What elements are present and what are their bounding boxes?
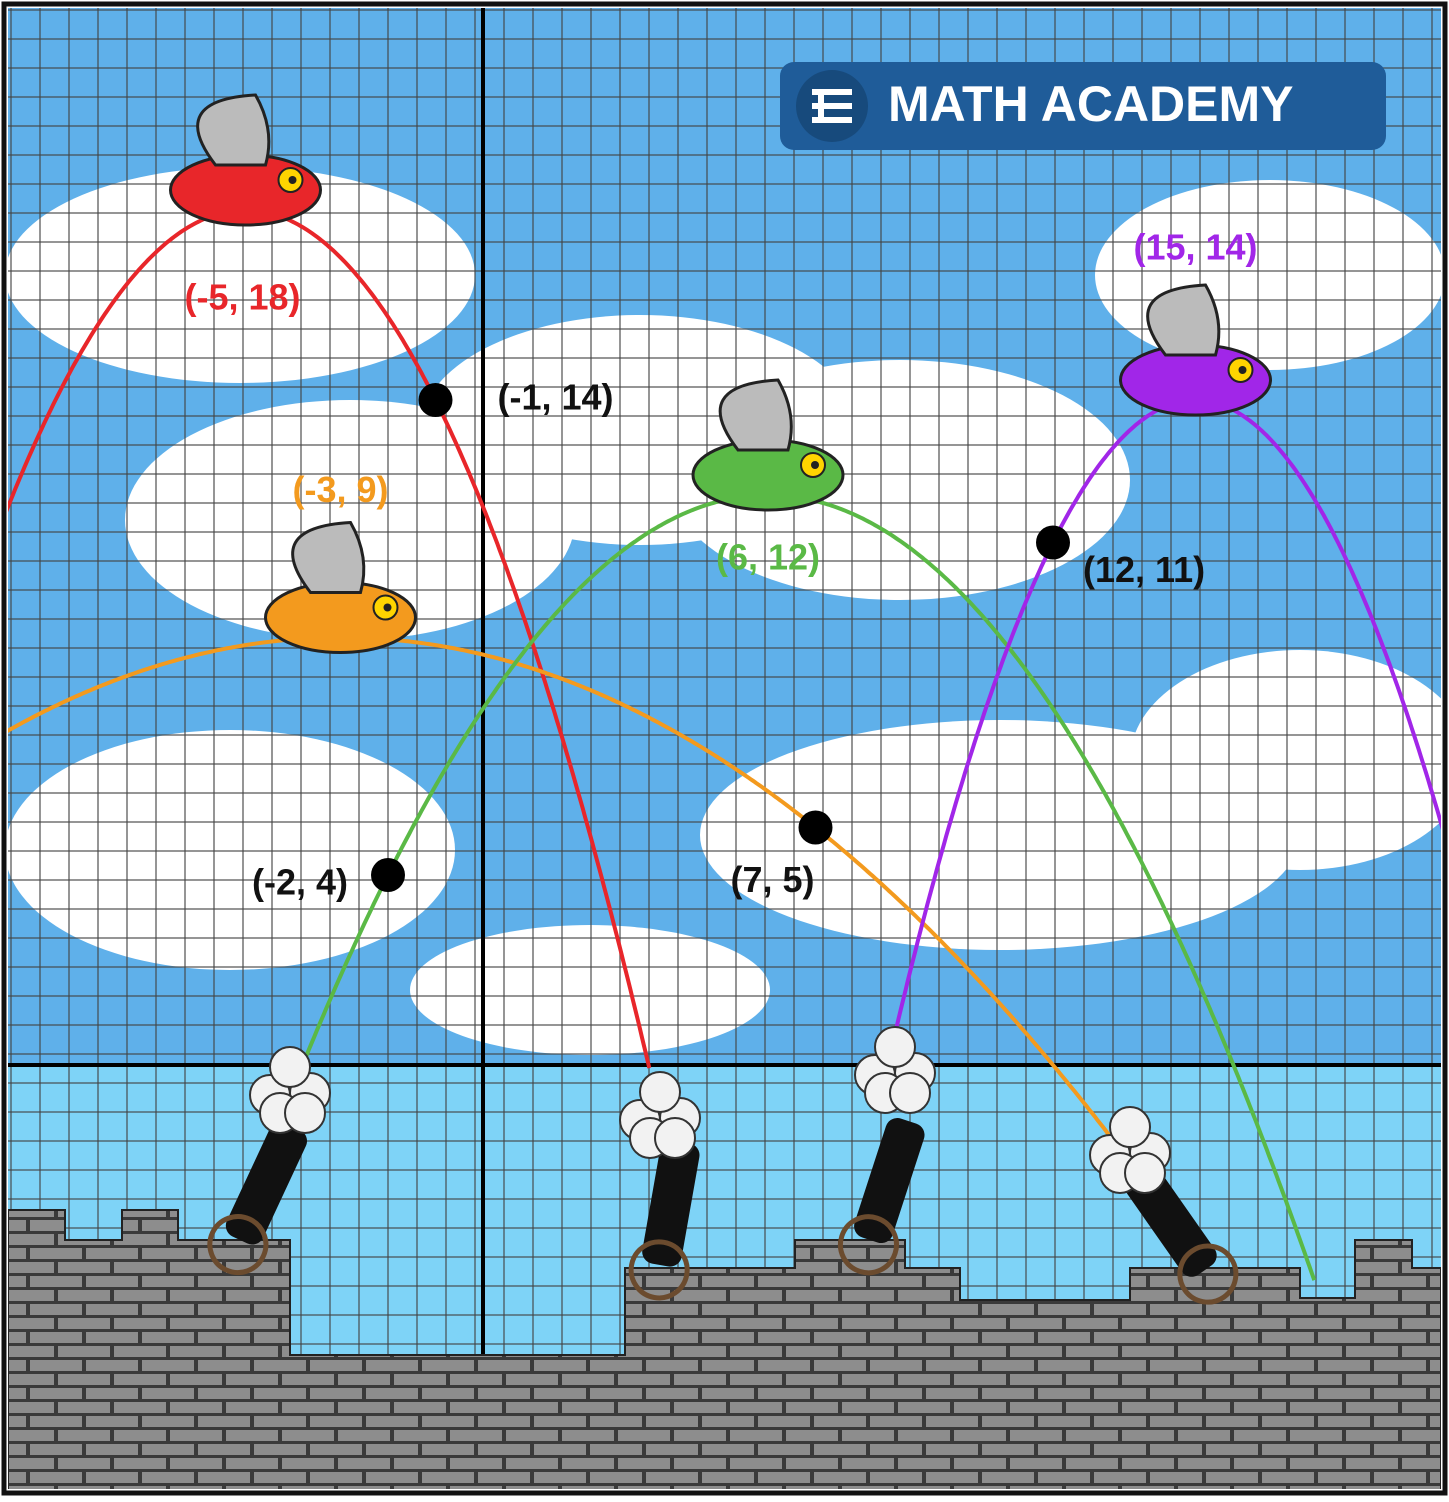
vertex-label: (-5, 18) (184, 277, 300, 318)
point (371, 858, 405, 892)
point (419, 383, 453, 417)
smoke (875, 1027, 915, 1067)
dragon-wing (720, 380, 791, 450)
dragon-wing (293, 523, 364, 593)
smoke (655, 1118, 695, 1158)
point-label: (-1, 14) (498, 377, 614, 418)
dragon-pupil (289, 176, 297, 184)
logo-mark (812, 89, 852, 123)
smoke (285, 1093, 325, 1133)
logo-text: MATH ACADEMY (888, 76, 1294, 132)
vertex-label: (-3, 9) (292, 469, 388, 510)
point (799, 811, 833, 845)
point-label: (7, 5) (731, 859, 815, 900)
point-label: (12, 11) (1083, 549, 1205, 590)
dragon-wing (1148, 285, 1219, 355)
point-label: (-2, 4) (252, 862, 348, 903)
vertex-label: (6, 12) (716, 537, 820, 578)
point (1036, 526, 1070, 560)
smoke (270, 1047, 310, 1087)
scene: (-5, 18) (-1, 14) (-3, 9) (7, 5) (6, 12) (-2,… (0, 0, 1449, 1497)
logo: MATH ACADEMY (780, 62, 1386, 150)
smoke (640, 1072, 680, 1112)
dragon-wing (198, 95, 269, 165)
dragon-pupil (811, 461, 819, 469)
dragon-pupil (1239, 366, 1247, 374)
vertex-label: (15, 14) (1133, 227, 1257, 268)
smoke (1125, 1153, 1165, 1193)
smoke (1110, 1107, 1150, 1147)
dragon-pupil (384, 604, 392, 612)
playfield: (-5, 18) (-1, 14) (-3, 9) (7, 5) (6, 12) (-2,… (0, 0, 1449, 1497)
smoke (890, 1073, 930, 1113)
